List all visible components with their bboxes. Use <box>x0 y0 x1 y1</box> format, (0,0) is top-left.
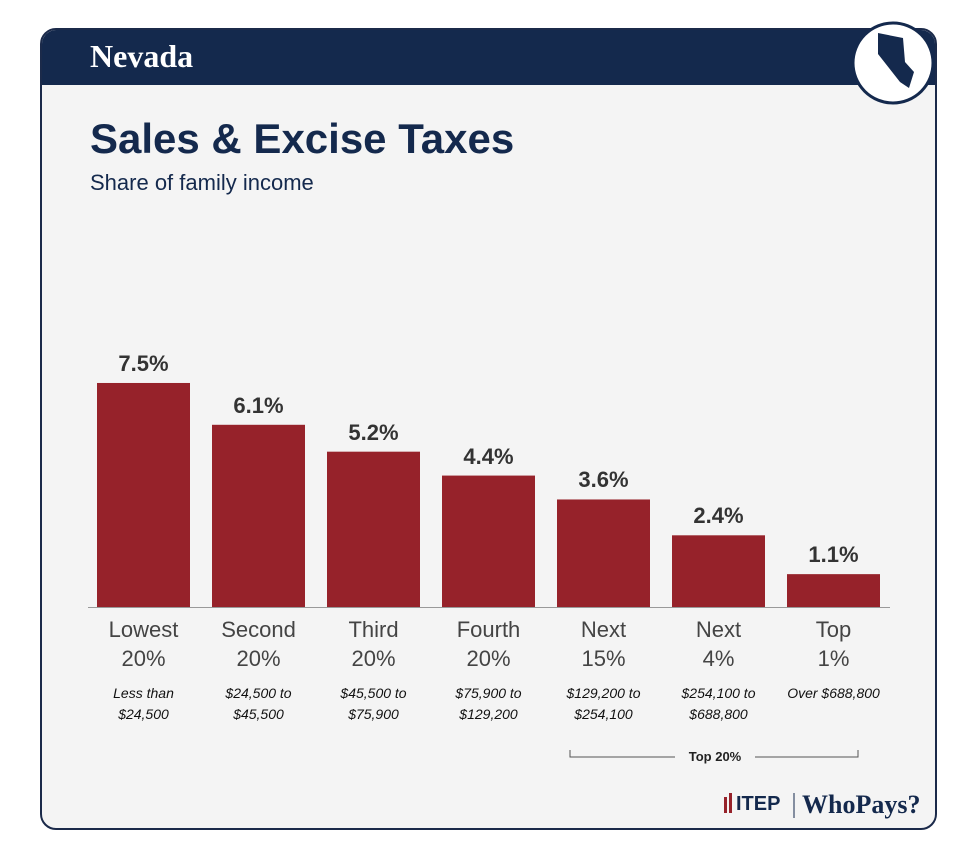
chart-title: Sales & Excise Taxes <box>90 115 515 162</box>
logo-whopays: WhoPays? <box>802 790 921 819</box>
logo-itep: ITEP <box>736 793 781 815</box>
income-range: $45,500 to $75,900 <box>340 685 407 722</box>
x-tick-label-text: Fourth 20% <box>456 617 521 671</box>
header-band <box>42 30 935 85</box>
value-label: 6.1% <box>233 392 284 418</box>
chart-subtitle: Share of family income <box>90 170 314 195</box>
value-label: 5.2% <box>348 419 399 445</box>
income-range: $254,100 to $688,800 <box>681 685 756 722</box>
income-range: $129,200 to $254,100 <box>566 685 641 722</box>
x-tick-label: Next 15% <box>549 615 659 673</box>
bar <box>212 424 305 607</box>
x-tick-label: Lowest 20% <box>89 615 199 673</box>
value-label: 7.5% <box>118 350 169 376</box>
x-tick-label-text: Top 1% <box>815 617 852 671</box>
logo-bar <box>729 793 732 813</box>
x-tick-label-text: Third 20% <box>348 617 399 671</box>
state-shape <box>878 33 914 88</box>
bar <box>327 451 420 607</box>
bar <box>787 574 880 607</box>
x-tick-label-text: Next 15% <box>580 617 627 671</box>
value-label: 1.1% <box>808 542 859 568</box>
income-range: $24,500 to $45,500 <box>225 685 292 722</box>
x-tick-label: Next 4% <box>664 615 774 673</box>
state-name: Nevada <box>90 38 194 74</box>
value-label: 4.4% <box>463 443 514 469</box>
x-tick-label-text: Second 20% <box>221 617 296 671</box>
bar <box>557 499 650 607</box>
logo-bar <box>724 797 727 813</box>
bar <box>442 475 535 607</box>
x-tick-label: Fourth 20% <box>434 615 544 673</box>
income-range: Less than $24,500 <box>113 685 174 722</box>
bracket-label: Top 20% <box>675 749 755 764</box>
x-tick-label-text: Next 4% <box>695 617 742 671</box>
bar <box>672 535 765 607</box>
x-tick-label: Second 20% <box>204 615 314 673</box>
value-label: 2.4% <box>693 503 744 529</box>
income-range: Over $688,800 <box>787 685 880 701</box>
value-label: 3.6% <box>578 467 629 493</box>
x-tick-label-text: Lowest 20% <box>108 617 179 671</box>
income-range: $75,900 to $129,200 <box>455 685 522 722</box>
bar <box>97 382 190 607</box>
x-tick-label: Top 1% <box>779 615 889 673</box>
x-tick-label: Third 20% <box>319 615 429 673</box>
